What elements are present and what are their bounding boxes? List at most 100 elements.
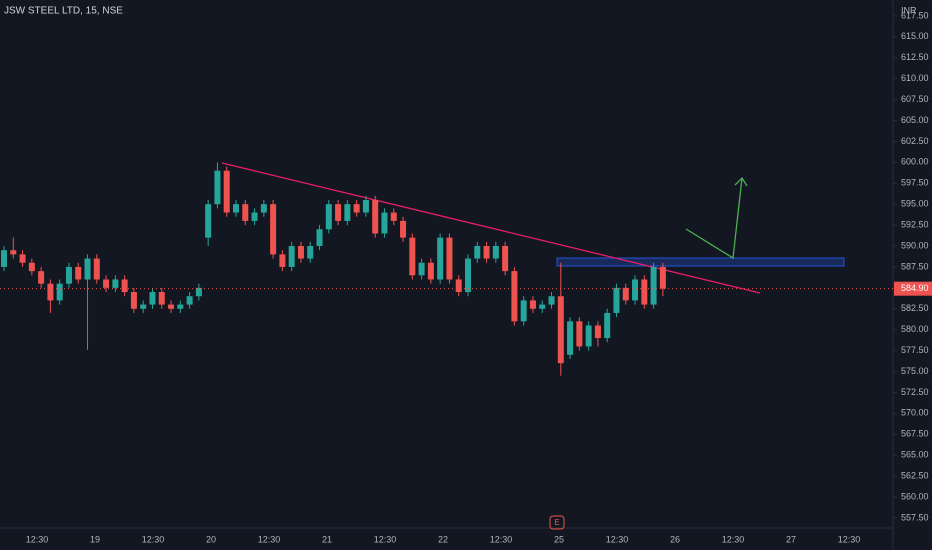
candle-body bbox=[19, 254, 26, 263]
x-tick-label: 21 bbox=[322, 534, 332, 544]
x-tick-label: 22 bbox=[438, 534, 448, 544]
candle-body bbox=[483, 246, 490, 259]
candle-body bbox=[604, 312, 611, 339]
candle-body bbox=[270, 204, 277, 255]
y-tick-label: 587.50 bbox=[901, 261, 929, 271]
resistance-zone[interactable] bbox=[556, 257, 845, 267]
candle-body bbox=[659, 266, 666, 289]
candle-body bbox=[548, 296, 555, 305]
event-marker[interactable]: E bbox=[554, 518, 559, 527]
x-tick-label: 25 bbox=[554, 534, 564, 544]
candle-body bbox=[381, 212, 388, 234]
candle-body bbox=[362, 199, 369, 213]
candle-body bbox=[56, 283, 63, 301]
candle-body bbox=[140, 304, 147, 309]
candle-body bbox=[288, 246, 295, 267]
candle-body bbox=[297, 246, 304, 259]
candle-body bbox=[75, 266, 82, 280]
x-tick-label: 12:30 bbox=[26, 534, 49, 544]
candle-body bbox=[214, 170, 221, 205]
candle-body bbox=[622, 287, 629, 301]
candle-body bbox=[567, 321, 574, 355]
y-tick-label: 582.50 bbox=[901, 303, 929, 313]
last-price-badge bbox=[894, 281, 932, 296]
candle-body bbox=[130, 292, 137, 309]
x-tick-label: 12:30 bbox=[374, 534, 397, 544]
candle-body bbox=[437, 237, 444, 280]
candle-body bbox=[28, 262, 35, 272]
event-badge[interactable] bbox=[549, 515, 565, 530]
candle-body bbox=[539, 304, 546, 309]
x-tick-label: 19 bbox=[90, 534, 100, 544]
candle-body bbox=[47, 283, 54, 301]
candle-body bbox=[502, 246, 509, 272]
candle-body bbox=[474, 246, 481, 259]
candle-body bbox=[112, 279, 119, 288]
y-tick-label: 595.00 bbox=[901, 199, 929, 209]
candle-body bbox=[233, 204, 239, 213]
candle-body bbox=[335, 204, 342, 221]
arrow-head bbox=[734, 176, 748, 187]
candle-body bbox=[158, 292, 165, 305]
y-tick-label: 610.00 bbox=[901, 73, 929, 83]
y-tick-label: 575.00 bbox=[901, 366, 929, 376]
symbol-title: JSW STEEL LTD, 15, NSE bbox=[4, 6, 123, 17]
candle-body bbox=[1, 250, 7, 267]
y-tick-label: 615.00 bbox=[901, 31, 929, 41]
last-price-label: 584.90 bbox=[901, 283, 929, 293]
y-tick-label: 580.00 bbox=[901, 324, 929, 334]
x-tick-label: 12:30 bbox=[258, 534, 281, 544]
candle-body bbox=[205, 204, 212, 238]
candle-body bbox=[103, 279, 110, 288]
candle-body bbox=[400, 220, 407, 238]
candle-body bbox=[390, 212, 397, 221]
candle-body bbox=[177, 304, 184, 309]
y-tick-label: 560.00 bbox=[901, 491, 929, 501]
y-tick-label: 572.50 bbox=[901, 387, 929, 397]
candle-body bbox=[446, 237, 453, 280]
candle-body bbox=[372, 199, 379, 234]
candle-body bbox=[594, 325, 601, 339]
candle-body bbox=[418, 262, 425, 276]
y-tick-label: 612.50 bbox=[901, 52, 929, 62]
candle-body bbox=[223, 170, 230, 213]
candle-body bbox=[10, 250, 17, 255]
x-tick-label: 26 bbox=[670, 534, 680, 544]
y-tick-label: 590.00 bbox=[901, 240, 929, 250]
candle-body bbox=[251, 212, 258, 221]
candle-body bbox=[93, 258, 100, 280]
candle-body bbox=[613, 287, 620, 313]
currency-bg bbox=[894, 4, 932, 18]
candle-body bbox=[520, 300, 527, 322]
candle-body bbox=[316, 229, 323, 247]
y-tick-label: 562.50 bbox=[901, 470, 929, 480]
y-tick-label: 567.50 bbox=[901, 429, 929, 439]
x-tick-label: 12:30 bbox=[606, 534, 629, 544]
candle-body bbox=[585, 325, 592, 347]
candle-body bbox=[325, 204, 332, 230]
y-tick-label: 577.50 bbox=[901, 345, 929, 355]
candle-body bbox=[529, 300, 536, 309]
candle-body bbox=[632, 279, 639, 301]
x-tick-label: 12:30 bbox=[142, 534, 165, 544]
projection-arrow[interactable] bbox=[685, 177, 743, 260]
y-tick-label: 565.00 bbox=[901, 450, 929, 460]
y-tick-label: 597.50 bbox=[901, 178, 929, 188]
x-tick-label: 20 bbox=[206, 534, 216, 544]
candle-body bbox=[168, 304, 175, 309]
y-tick-label: 617.50 bbox=[901, 10, 929, 20]
y-tick-label: 592.50 bbox=[901, 219, 929, 229]
candle-body bbox=[186, 296, 193, 305]
candle-body bbox=[242, 204, 249, 221]
candle-body bbox=[557, 296, 564, 364]
y-tick-label: 602.50 bbox=[901, 136, 929, 146]
trend-line[interactable] bbox=[221, 162, 761, 294]
candle-body bbox=[84, 258, 91, 280]
candle-body bbox=[576, 321, 583, 347]
candle-body bbox=[492, 246, 499, 259]
y-tick-label: 607.50 bbox=[901, 94, 929, 104]
x-tick-label: 12:30 bbox=[722, 534, 745, 544]
y-tick-label: 570.00 bbox=[901, 408, 929, 418]
